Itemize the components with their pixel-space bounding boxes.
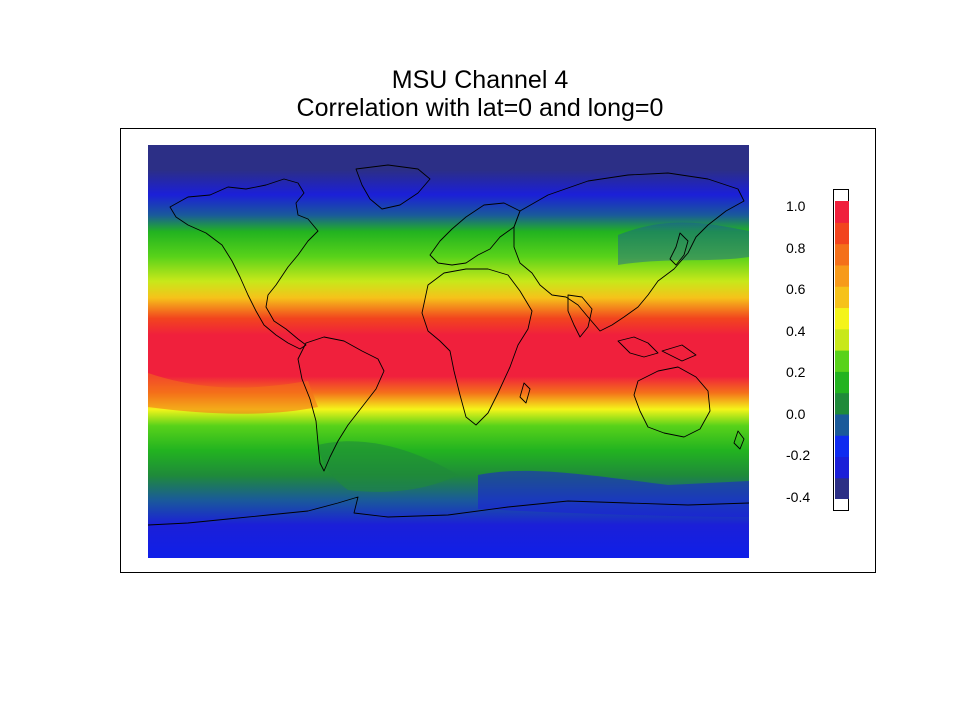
colorbar-tick-label: -0.4 <box>786 488 811 505</box>
indonesia-coast <box>617 336 659 358</box>
colorbar-swatch <box>835 392 849 415</box>
chart-title-line2: Correlation with lat=0 and long=0 <box>296 94 664 122</box>
coastlines <box>148 164 749 526</box>
correlation-map <box>148 145 749 558</box>
colorbar-fill <box>835 201 849 499</box>
colorbar-tick-label: 0.8 <box>786 239 806 256</box>
australia-coast <box>633 366 711 438</box>
south-america-coast <box>297 336 385 472</box>
colorbar-swatch <box>835 477 849 499</box>
field-region-southern-ocean <box>478 470 749 517</box>
asia-coast <box>513 172 745 332</box>
field-region-south-atlantic <box>318 441 458 492</box>
antarctica-coast <box>148 496 749 526</box>
north-america-coast <box>169 178 319 350</box>
colorbar-swatch <box>835 371 849 394</box>
colorbar <box>833 189 849 511</box>
greenland-coast <box>355 164 431 210</box>
colorbar-tick-label: 0.2 <box>786 364 806 380</box>
colorbar-swatch <box>835 201 849 223</box>
colorbar-swatch <box>835 264 849 287</box>
colorbar-tick-label: 0.4 <box>786 322 806 339</box>
field-region-south-pacific-warm <box>148 373 318 414</box>
colorbar-swatch <box>835 350 849 372</box>
new-zealand-coast <box>733 430 745 450</box>
madagascar-coast <box>519 382 531 404</box>
new-guinea-coast <box>661 344 697 362</box>
india-coast <box>567 294 593 338</box>
colorbar-swatch <box>835 286 849 309</box>
colorbar-tick-label: 1.0 <box>786 198 806 214</box>
colorbar-swatch <box>835 413 849 436</box>
colorbar-swatch <box>835 435 849 458</box>
africa-coast <box>421 268 533 426</box>
colorbar-tick-label: -0.2 <box>786 447 811 463</box>
chart-title-line1: MSU Channel 4 <box>391 66 569 94</box>
colorbar-swatch <box>835 243 849 266</box>
plot-frame <box>120 128 876 573</box>
colorbar-swatch <box>835 307 849 330</box>
colorbar-tick-label: 0.0 <box>786 405 806 422</box>
colorbar-swatch <box>835 222 849 245</box>
japan-coast <box>669 232 689 266</box>
field-region-north-pacific <box>618 222 749 265</box>
colorbar-tick-label: 0.6 <box>786 281 806 297</box>
colorbar-swatch <box>835 328 849 351</box>
colorbar-swatch <box>835 456 849 479</box>
